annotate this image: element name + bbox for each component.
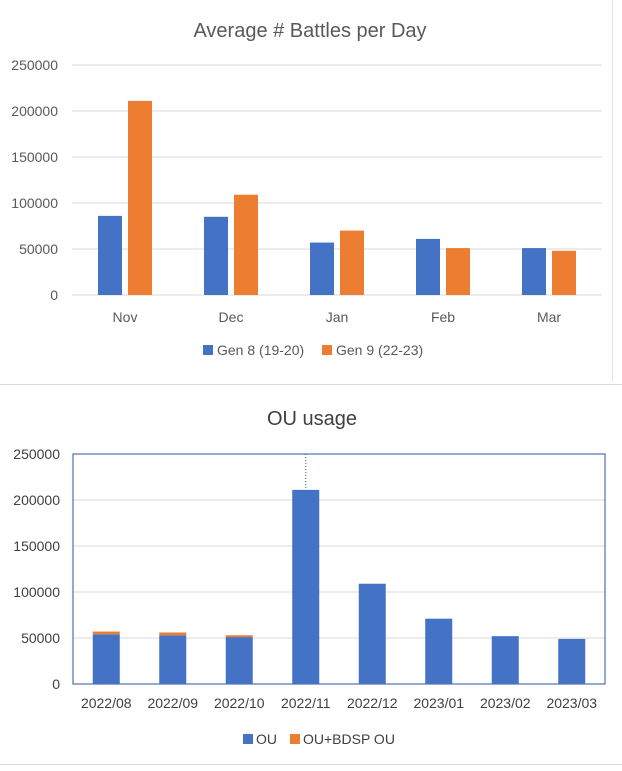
x-tick-label: Jan bbox=[326, 309, 349, 325]
y-tick-label: 200000 bbox=[11, 103, 58, 119]
chart-title: OU usage bbox=[267, 408, 357, 430]
bar-gen9-nov bbox=[128, 100, 152, 295]
bar-gen9-feb bbox=[446, 248, 470, 295]
bar-ou-2022-11 bbox=[292, 489, 320, 684]
bar-gen8-dec bbox=[204, 216, 228, 295]
legend-swatch bbox=[243, 734, 253, 744]
ou-usage-chart: OU usage 0 50000 100000 150000 200000 250000 … bbox=[0, 391, 622, 766]
bar-ou-2022-10 bbox=[225, 637, 253, 684]
x-tick-label: 2023/02 bbox=[480, 695, 531, 711]
y-tick-label: 200000 bbox=[13, 492, 60, 508]
x-tick-label: 2022/12 bbox=[347, 695, 398, 711]
x-tick-label: Feb bbox=[431, 309, 455, 325]
legend-label: OU+BDSP OU bbox=[303, 731, 395, 747]
bar-ou-2022-12 bbox=[358, 583, 386, 684]
x-tick-label: 2022/08 bbox=[81, 695, 132, 711]
bar-gen8-jan bbox=[310, 242, 334, 295]
bar-gen9-mar bbox=[552, 250, 576, 295]
y-tick-label: 0 bbox=[50, 287, 58, 303]
y-tick-label: 150000 bbox=[13, 538, 60, 554]
y-tick-label: 50000 bbox=[19, 241, 58, 257]
bar-gen9-jan bbox=[340, 230, 364, 295]
legend-label: Gen 8 (19-20) bbox=[217, 342, 304, 358]
y-tick-label: 100000 bbox=[13, 584, 60, 600]
x-tick-label: Nov bbox=[113, 309, 138, 325]
plot-area-border bbox=[72, 453, 606, 685]
legend-swatch bbox=[290, 734, 300, 744]
bar-ou-2023-03 bbox=[558, 638, 586, 684]
y-tick-label: 50000 bbox=[21, 630, 60, 646]
legend-swatch bbox=[203, 345, 213, 355]
chart-border bbox=[612, 0, 613, 382]
y-tick-label: 250000 bbox=[13, 446, 60, 462]
bar-gen8-mar bbox=[522, 248, 546, 295]
x-tick-label: 2022/11 bbox=[281, 695, 331, 711]
bar-ou-2023-01 bbox=[425, 618, 453, 684]
bar-ou-2023-02 bbox=[491, 636, 519, 684]
bar-ou-2022-08 bbox=[92, 634, 120, 684]
battles-per-day-chart: Average # Battles per Day 0 50000 100000 15… bbox=[0, 0, 622, 382]
bar-ou-bdsp-2022-10 bbox=[225, 635, 253, 638]
bar-ou-bdsp-2022-09 bbox=[159, 632, 187, 636]
ou-usage-svg: OU usage 050000100000150000200000250000 … bbox=[13, 408, 606, 747]
x-tick-label: 2023/03 bbox=[546, 695, 597, 711]
chart-divider bbox=[0, 384, 622, 385]
legend-label: OU bbox=[256, 731, 277, 747]
bar-gen8-feb bbox=[416, 238, 440, 295]
x-tick-label: 2022/09 bbox=[147, 695, 198, 711]
x-tick-label: 2022/10 bbox=[214, 695, 265, 711]
x-tick-label: 2023/01 bbox=[413, 695, 464, 711]
legend-swatch bbox=[322, 345, 332, 355]
y-tick-label: 0 bbox=[52, 676, 60, 692]
bar-gen8-nov bbox=[98, 215, 122, 295]
battles-per-day-svg: Average # Battles per Day 0 50000 100000 15… bbox=[11, 20, 602, 358]
chart-divider-bottom bbox=[0, 764, 622, 765]
x-tick-label: Dec bbox=[219, 309, 244, 325]
y-tick-label: 100000 bbox=[11, 195, 58, 211]
x-tick-label: Mar bbox=[537, 309, 561, 325]
chart-title: Average # Battles per Day bbox=[193, 20, 426, 42]
bar-gen9-dec bbox=[234, 194, 258, 295]
legend-label: Gen 9 (22-23) bbox=[336, 342, 423, 358]
bar-ou-bdsp-2022-08 bbox=[92, 631, 120, 635]
bar-ou-2022-09 bbox=[159, 635, 187, 684]
y-tick-label: 150000 bbox=[11, 149, 58, 165]
y-tick-label: 250000 bbox=[11, 57, 58, 73]
